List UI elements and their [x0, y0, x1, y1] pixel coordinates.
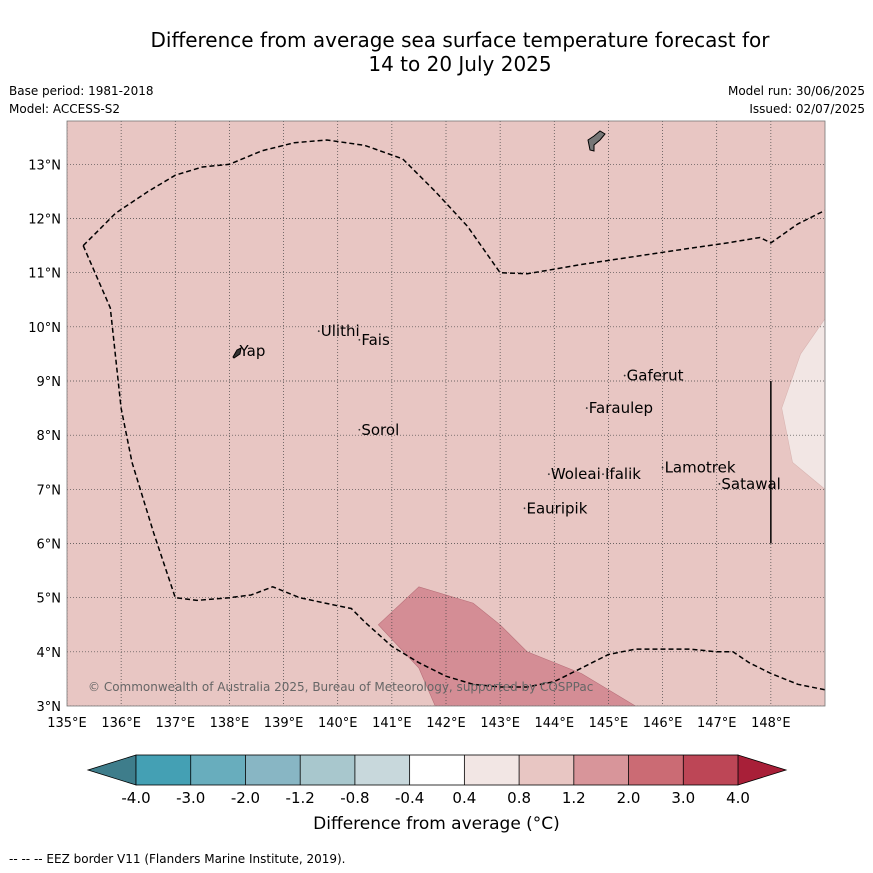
lon-tick-label: 142°E	[426, 716, 466, 731]
colorbar-tick-label: -0.4	[395, 789, 424, 807]
colorbar-tick-label: -4.0	[121, 789, 150, 807]
lon-tick-label: 144°E	[535, 716, 575, 731]
colorbar-tick-label: 1.2	[562, 789, 586, 807]
island-dot	[661, 466, 664, 469]
lon-tick-label: 145°E	[589, 716, 629, 731]
lat-tick-label: 9°N	[37, 375, 62, 390]
island-dot	[718, 483, 721, 485]
lon-tick-label: 140°E	[318, 716, 358, 731]
colorbar-segment	[573, 755, 629, 785]
colorbar-under-arrow	[86, 754, 137, 786]
model-name: Model: ACCESS-S2	[9, 102, 121, 116]
lat-tick-label: 4°N	[37, 646, 62, 661]
colorbar-segment	[354, 755, 410, 785]
title-line-2: 14 to 20 July 2025	[368, 52, 552, 76]
lon-tick-label: 138°E	[210, 716, 250, 731]
eez-border-north	[82, 139, 825, 275]
colorbar-segment	[136, 755, 192, 785]
lon-tick-label: 146°E	[643, 716, 683, 731]
island-dot	[358, 338, 361, 341]
place-label-lamotrek: Lamotrek	[665, 459, 736, 477]
island-dot	[547, 473, 550, 476]
lat-tick-label: 13°N	[28, 158, 61, 173]
lon-tick-label: 135°E	[47, 716, 87, 731]
colorbar-segment	[300, 755, 356, 785]
place-label-woleai: Woleai	[551, 465, 601, 483]
place-label-faraulep: Faraulep	[589, 399, 653, 417]
colorbar-tick-label: -3.0	[176, 789, 205, 807]
colorbar-segment	[464, 755, 520, 785]
island-dot	[523, 507, 526, 510]
warm-anomaly-patch	[377, 586, 637, 706]
island-dot	[358, 428, 361, 431]
lon-tick-label: 147°E	[697, 716, 737, 731]
lat-tick-label: 10°N	[28, 321, 61, 336]
place-label-satawal: Satawal	[721, 475, 780, 493]
colorbar-tick-label: 4.0	[726, 789, 750, 807]
place-label-ifalik: Ifalik	[605, 465, 641, 483]
lon-tick-label: 136°E	[101, 716, 141, 731]
colorbar-tick-label: 0.4	[452, 789, 476, 807]
lat-tick-label: 11°N	[28, 267, 61, 282]
island-dot	[623, 374, 626, 377]
colorbar-segment	[190, 755, 246, 785]
copyright-notice: © Commonwealth of Australia 2025, Bureau…	[88, 680, 593, 694]
map-plot-area: Ulithi Fais Yap Gaferut Faraulep Sorol Lamotre…	[67, 121, 825, 706]
colorbar-segment	[628, 755, 684, 785]
lat-tick-label: 5°N	[37, 592, 62, 607]
map-title: Difference from average sea surface temp…	[0, 28, 873, 76]
lat-tick-label: 3°N	[37, 700, 62, 715]
lon-tick-label: 148°E	[751, 716, 791, 731]
colorbar-tick-label: 0.8	[507, 789, 531, 807]
info-right: Model run: 30/06/2025 Issued: 02/07/2025	[728, 82, 865, 118]
colorbar-frame	[135, 754, 739, 786]
colorbar-segment	[409, 755, 465, 785]
lat-tick-label: 6°N	[37, 538, 62, 553]
lon-tick-label: 137°E	[156, 716, 196, 731]
island-dot	[602, 473, 604, 476]
issued-date: Issued: 02/07/2025	[749, 102, 865, 116]
island-dot	[317, 330, 320, 333]
colorbar-tick-label: -2.0	[231, 789, 260, 807]
island-dot	[585, 407, 588, 409]
colorbar-tick-label: -0.8	[340, 789, 369, 807]
colorbar-segment	[683, 755, 739, 785]
info-left: Base period: 1981-2018 Model: ACCESS-S2	[9, 82, 154, 118]
place-label-gaferut: Gaferut	[627, 367, 684, 385]
model-run: Model run: 30/06/2025	[727, 84, 865, 98]
colorbar-over-arrow	[737, 754, 788, 786]
lon-tick-label: 143°E	[480, 716, 520, 731]
place-label-yap: Yap	[239, 342, 266, 360]
lon-tick-label: 141°E	[372, 716, 412, 731]
eez-border-south	[82, 245, 825, 691]
lon-tick-label: 139°E	[264, 716, 304, 731]
colorbar-segment	[245, 755, 301, 785]
lat-tick-label: 8°N	[37, 429, 62, 444]
eez-footnote: -- -- -- EEZ border V11 (Flanders Marine…	[9, 852, 346, 866]
colorbar-tick-label: 3.0	[671, 789, 695, 807]
yap-island-shape	[232, 347, 242, 359]
lat-tick-label: 12°N	[28, 213, 61, 228]
guam-island-shape	[587, 130, 606, 152]
place-label-ulithi: Ulithi	[321, 322, 360, 340]
place-label-fais: Fais	[361, 331, 390, 349]
map-frame	[66, 120, 826, 707]
colorbar-segment	[519, 755, 575, 785]
colorbar-tick-label: 2.0	[617, 789, 641, 807]
colorbar-tick-label: -1.2	[286, 789, 315, 807]
lat-tick-label: 7°N	[37, 483, 62, 498]
place-label-sorol: Sorol	[361, 421, 399, 439]
island-dot	[236, 350, 239, 353]
colorbar-label: Difference from average (°C)	[313, 814, 560, 834]
title-line-1: Difference from average sea surface temp…	[150, 28, 770, 52]
base-period: Base period: 1981-2018	[9, 84, 154, 98]
place-label-eauripik: Eauripik	[527, 499, 588, 517]
